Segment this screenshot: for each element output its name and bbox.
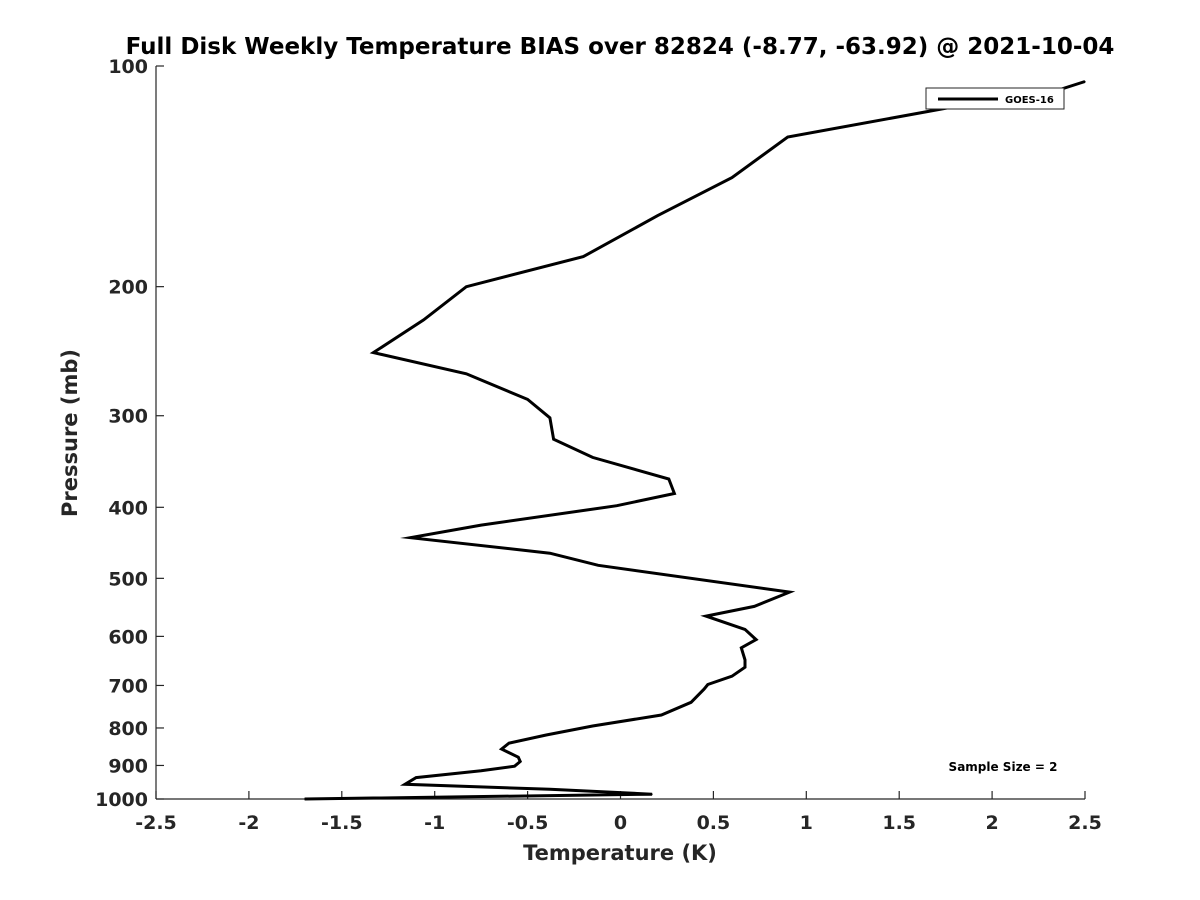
data-point	[753, 605, 755, 608]
y-tick-label: 900	[108, 755, 148, 777]
x-axis-ticks: -2.5 -2 -1.5 -1 -0.5 0 0.5 1 1.5 2 2.5	[135, 791, 1102, 834]
data-point	[514, 765, 516, 767]
legend-label-goes-16: GOES-16	[1005, 95, 1054, 106]
y-tick-label: 100	[108, 56, 148, 78]
data-point	[415, 777, 417, 779]
data-point	[651, 793, 653, 795]
data-point	[789, 591, 791, 593]
data-point	[673, 492, 676, 495]
data-point	[755, 639, 757, 641]
x-tick-label: 2	[985, 812, 998, 834]
data-point	[703, 688, 705, 690]
y-tick-label: 400	[108, 497, 148, 519]
data-point	[423, 319, 425, 321]
x-tick-label: -2	[238, 812, 259, 834]
data-point	[1084, 80, 1086, 83]
data-point	[404, 783, 406, 785]
data-point	[480, 770, 482, 772]
data-point	[592, 725, 594, 727]
x-tick-label: 0.5	[697, 812, 731, 834]
data-point	[731, 675, 733, 677]
data-point	[465, 373, 467, 375]
data-point	[582, 256, 584, 258]
x-tick-label: -0.5	[507, 812, 549, 834]
y-tick-label: 700	[108, 675, 148, 697]
data-point	[787, 136, 789, 138]
sample-size-annotation: Sample Size = 2	[949, 760, 1058, 774]
data-point	[657, 215, 659, 217]
y-tick-label: 500	[108, 568, 148, 590]
plot-area	[156, 66, 1085, 799]
chart-title: Full Disk Weekly Temperature BIAS over 8…	[126, 34, 1115, 60]
data-point	[549, 788, 551, 790]
x-tick-label: -1.5	[321, 812, 363, 834]
x-axis-label: Temperature (K)	[523, 841, 717, 865]
data-point	[668, 478, 670, 480]
x-tick-label: 1	[800, 812, 813, 834]
data-point	[740, 647, 742, 649]
legend: GOES-16	[925, 87, 1065, 110]
data-point	[517, 756, 519, 758]
y-tick-label: 1000	[95, 789, 148, 811]
data-point	[690, 701, 692, 703]
data-point	[553, 438, 555, 440]
data-point	[744, 666, 746, 668]
data-point	[545, 734, 547, 736]
data-point	[592, 456, 594, 458]
data-point	[705, 615, 707, 617]
y-axis-label: Pressure (mb)	[58, 349, 82, 517]
data-point	[372, 352, 374, 354]
data-point	[731, 177, 733, 179]
data-point	[744, 628, 746, 631]
data-point	[501, 748, 503, 750]
y-tick-label: 300	[108, 406, 148, 428]
data-point	[549, 417, 551, 419]
y-tick-label: 600	[108, 626, 148, 648]
x-tick-label: 2.5	[1068, 812, 1102, 834]
data-point	[597, 564, 599, 566]
x-tick-label: 0	[614, 812, 627, 834]
data-point	[527, 398, 529, 400]
data-point	[744, 659, 746, 661]
data-point	[707, 683, 709, 686]
series-layer	[304, 80, 1086, 801]
data-point	[465, 286, 467, 288]
y-tick-label: 200	[108, 277, 148, 299]
data-point	[660, 714, 663, 716]
y-tick-label: 800	[108, 718, 148, 740]
x-tick-label: 1.5	[882, 812, 916, 834]
y-axis-ticks: 100 200 300 400 500 600 700 800 900 1000	[95, 56, 164, 811]
data-point	[304, 798, 306, 800]
data-point	[508, 742, 510, 744]
x-tick-label: -2.5	[135, 812, 177, 834]
data-point	[480, 524, 482, 526]
data-point	[616, 505, 618, 507]
series-line-goes-16	[304, 80, 1086, 801]
data-point	[409, 537, 412, 539]
data-point	[549, 552, 551, 554]
x-tick-label: -1	[424, 812, 445, 834]
data-point	[519, 760, 521, 763]
